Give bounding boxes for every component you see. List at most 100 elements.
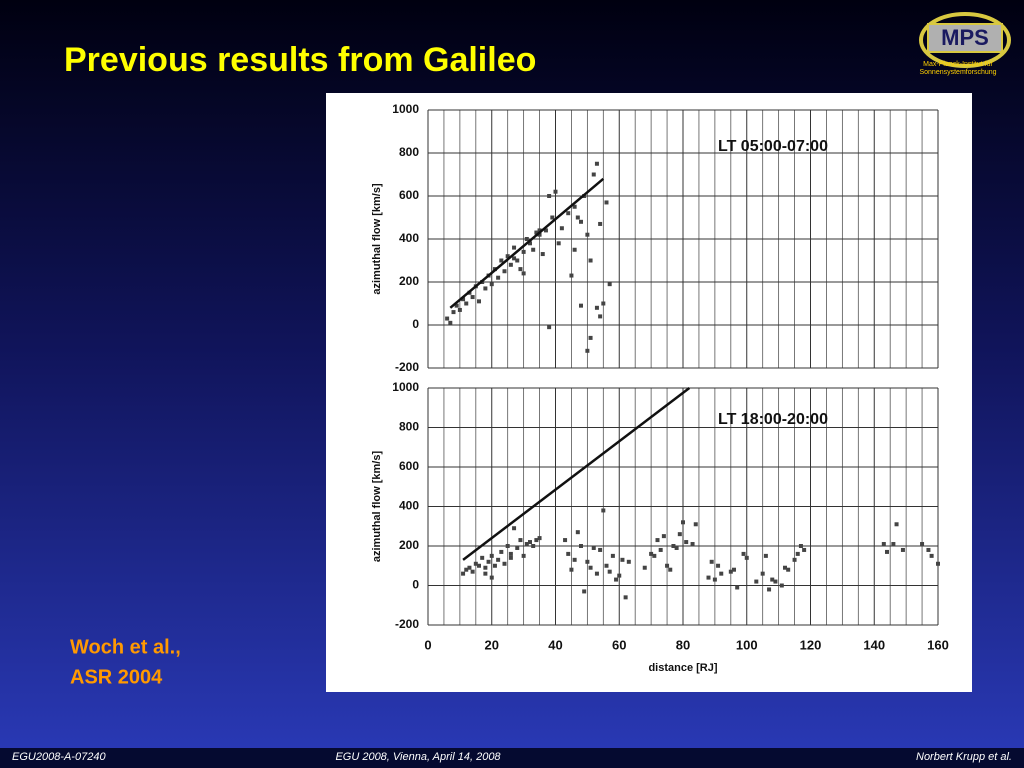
scatter-point: [512, 245, 517, 250]
x-tick-label: 20: [485, 637, 499, 652]
scatter-point: [508, 551, 513, 556]
scatter-point: [521, 271, 526, 276]
scatter-point: [502, 561, 507, 566]
scatter-point: [594, 305, 599, 310]
scatter-point: [502, 269, 507, 274]
scatter-point: [614, 577, 619, 582]
scatter-point: [926, 547, 931, 552]
scatter-point: [489, 553, 494, 558]
scatter-point: [534, 538, 539, 543]
scatter-point: [671, 544, 676, 548]
scatter-point: [802, 547, 807, 552]
scatter-point: [588, 565, 593, 570]
scatter-point: [665, 563, 670, 568]
scatter-point: [505, 254, 510, 259]
scatter-point: [652, 553, 657, 558]
scatter-point: [773, 579, 778, 584]
scatter-point: [594, 161, 599, 166]
y-tick-label: 0: [412, 317, 419, 331]
scatter-point: [572, 557, 577, 562]
scatter-point: [531, 247, 536, 252]
scatter-point: [454, 303, 459, 308]
scatter-point: [505, 544, 510, 548]
scatter-point: [448, 320, 453, 325]
scatter-point: [518, 267, 523, 272]
scatter-point: [547, 325, 552, 330]
scatter-point: [655, 538, 660, 543]
logo-subtitle: Sonnensystemforschung: [919, 69, 996, 76]
y-tick-label: 800: [399, 420, 419, 434]
scatter-point: [706, 575, 711, 580]
scatter-point: [763, 553, 768, 558]
scatter-point: [566, 211, 571, 216]
scatter-point: [709, 559, 714, 564]
scatter-point: [569, 567, 574, 572]
scatter-point: [486, 559, 491, 564]
scatter-point: [617, 573, 622, 578]
scatter-point: [483, 286, 488, 291]
scatter-point: [537, 228, 542, 233]
x-tick-label: 140: [863, 637, 885, 652]
scatter-point: [900, 547, 905, 552]
y-tick-label: 600: [399, 459, 419, 473]
y-tick-label: 0: [412, 578, 419, 592]
scatter-point: [591, 545, 596, 550]
x-axis-label: distance [RJ]: [648, 662, 717, 674]
scatter-point: [716, 563, 721, 568]
scatter-point: [499, 258, 504, 263]
scatter-point: [735, 585, 740, 590]
x-tick-label: 120: [800, 637, 822, 652]
scatter-point: [470, 569, 475, 574]
scatter-point: [690, 542, 695, 547]
scatter-point: [779, 583, 784, 588]
scatter-point: [473, 561, 478, 566]
scatter-point: [550, 215, 555, 220]
scatter-point: [566, 551, 571, 556]
scatter-point: [496, 557, 501, 562]
scatter-point: [572, 204, 577, 209]
scatter-point: [540, 252, 545, 257]
scatter-point: [604, 200, 609, 205]
y-tick-label: 1000: [392, 102, 419, 116]
scatter-point: [642, 565, 647, 570]
scatter-point: [492, 563, 497, 568]
scatter-point: [623, 595, 628, 600]
scatter-point: [477, 299, 481, 304]
scatter-point: [786, 567, 791, 572]
scatter-point: [461, 297, 466, 302]
scatter-point: [464, 567, 469, 572]
scatter-point: [582, 589, 587, 594]
x-tick-label: 80: [676, 637, 690, 652]
x-tick-label: 100: [736, 637, 758, 652]
logo-text: MPS: [941, 25, 989, 50]
scatter-point: [531, 544, 536, 548]
scatter-point: [575, 215, 580, 220]
scatter-point: [569, 273, 574, 278]
scatter-point: [461, 571, 466, 576]
y-tick-label: -200: [395, 617, 419, 631]
y-tick-label: 200: [399, 274, 419, 288]
scatter-point: [604, 563, 609, 568]
scatter-point: [658, 547, 663, 552]
scatter-point: [594, 571, 599, 576]
scatter-point: [684, 540, 689, 545]
scatter-point: [537, 232, 542, 237]
x-tick-label: 40: [548, 637, 562, 652]
scatter-point: [760, 571, 765, 576]
scatter-point: [661, 534, 666, 539]
scatter-point: [649, 551, 654, 556]
scatter-point: [489, 575, 494, 580]
scatter-point: [521, 249, 526, 254]
citation: ASR 2004: [70, 666, 163, 688]
scatter-point: [508, 262, 513, 267]
scatter-point: [783, 565, 787, 570]
scatter-point: [588, 258, 593, 263]
y-tick-label: 600: [399, 188, 419, 202]
fit-line: [462, 387, 691, 561]
y-tick-label: 1000: [392, 380, 419, 394]
scatter-point: [512, 526, 517, 531]
footer-bar: [0, 748, 1024, 768]
scatter-point: [547, 194, 552, 198]
scatter-point: [518, 538, 523, 543]
scatter-point: [591, 172, 596, 177]
